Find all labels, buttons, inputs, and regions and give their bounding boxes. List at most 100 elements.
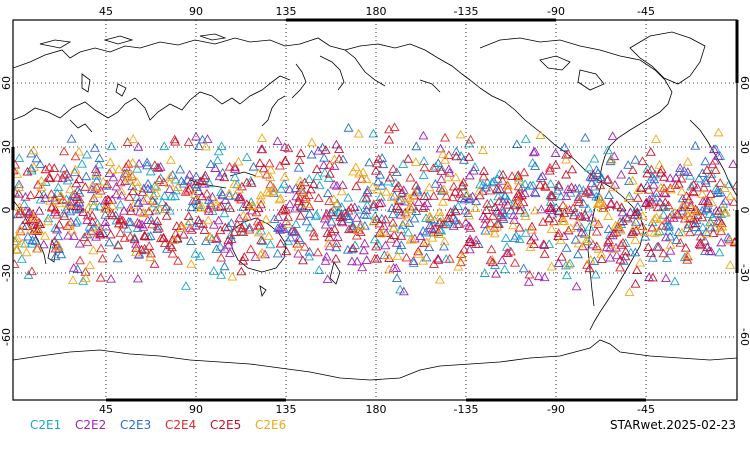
lon-label-top: 135 bbox=[276, 5, 297, 18]
observation-marker bbox=[509, 233, 520, 242]
observation-marker bbox=[589, 256, 600, 265]
observation-marker bbox=[223, 239, 234, 249]
bottom-longitude-labels: 45 90 135 180 -135 -90 -45 bbox=[99, 403, 655, 416]
observation-marker bbox=[720, 195, 731, 205]
observation-marker bbox=[714, 247, 725, 257]
observation-marker bbox=[585, 171, 596, 181]
observation-marker bbox=[280, 155, 291, 165]
observation-marker bbox=[465, 234, 475, 244]
observation-marker bbox=[215, 241, 226, 251]
observation-marker bbox=[443, 150, 454, 160]
observation-marker bbox=[197, 134, 208, 144]
observation-marker bbox=[499, 264, 510, 274]
observation-marker bbox=[465, 237, 476, 247]
observation-marker bbox=[715, 178, 726, 187]
observation-marker bbox=[145, 248, 156, 258]
observation-marker bbox=[28, 145, 39, 155]
observation-marker bbox=[164, 184, 175, 194]
observation-marker bbox=[13, 188, 24, 198]
observation-marker bbox=[519, 207, 530, 217]
observation-marker bbox=[294, 235, 305, 245]
legend-item-c2e4: C2E4 bbox=[165, 418, 196, 432]
observation-marker bbox=[330, 253, 341, 263]
observation-marker bbox=[602, 175, 613, 184]
observation-marker bbox=[295, 176, 306, 185]
observation-marker bbox=[571, 281, 582, 291]
observation-marker bbox=[352, 256, 363, 266]
observation-marker bbox=[677, 205, 688, 215]
observation-marker bbox=[281, 246, 292, 256]
observation-marker bbox=[356, 173, 367, 183]
observation-marker bbox=[563, 184, 573, 194]
observation-marker bbox=[183, 211, 194, 221]
lon-label-bottom: 180 bbox=[366, 403, 387, 416]
observation-marker bbox=[53, 241, 64, 251]
observation-marker bbox=[673, 178, 684, 188]
observation-marker bbox=[702, 242, 713, 252]
observation-marker bbox=[199, 225, 210, 234]
observation-marker bbox=[692, 182, 703, 192]
observation-marker bbox=[450, 206, 461, 216]
observation-marker bbox=[214, 202, 225, 211]
observation-marker bbox=[27, 209, 38, 218]
observation-marker bbox=[570, 234, 581, 244]
observation-marker bbox=[324, 159, 335, 169]
observation-marker bbox=[378, 221, 389, 230]
observation-marker bbox=[275, 193, 286, 203]
observation-marker bbox=[647, 222, 658, 232]
lat-label-left: -60 bbox=[0, 328, 13, 346]
observation-marker bbox=[632, 193, 643, 202]
observation-marker bbox=[685, 200, 696, 209]
observation-marker bbox=[596, 172, 607, 182]
observation-marker bbox=[535, 130, 546, 139]
observation-marker bbox=[88, 200, 99, 210]
observation-marker bbox=[497, 175, 508, 185]
observation-marker bbox=[358, 193, 369, 203]
observation-marker bbox=[102, 194, 113, 204]
observation-marker bbox=[607, 230, 618, 240]
observation-marker bbox=[371, 158, 382, 168]
observation-marker bbox=[602, 237, 613, 247]
observation-marker bbox=[331, 139, 342, 149]
observation-marker bbox=[376, 180, 387, 190]
observation-marker bbox=[81, 171, 92, 181]
observation-marker bbox=[547, 191, 558, 201]
observation-marker bbox=[419, 191, 430, 200]
observation-marker bbox=[319, 152, 330, 162]
observation-marker bbox=[630, 278, 641, 288]
observation-marker bbox=[690, 218, 701, 227]
observation-marker bbox=[297, 255, 308, 265]
observation-marker bbox=[420, 227, 431, 237]
observation-marker bbox=[463, 152, 474, 161]
observation-marker bbox=[434, 207, 445, 216]
observation-marker bbox=[525, 180, 536, 190]
observation-marker bbox=[569, 207, 580, 217]
observation-marker bbox=[236, 194, 247, 204]
observation-marker bbox=[200, 170, 211, 180]
observation-marker bbox=[660, 197, 671, 207]
observation-marker bbox=[453, 261, 464, 271]
observation-marker bbox=[500, 233, 511, 242]
observation-marker bbox=[67, 190, 78, 200]
observation-marker bbox=[424, 211, 435, 220]
observation-marker bbox=[469, 162, 480, 171]
observation-marker bbox=[103, 195, 114, 205]
observation-marker bbox=[563, 259, 574, 269]
observation-marker bbox=[90, 164, 101, 174]
observation-marker bbox=[561, 154, 572, 164]
observation-marker bbox=[70, 217, 81, 227]
observation-marker bbox=[312, 247, 323, 257]
lon-label-top: 90 bbox=[189, 5, 203, 18]
observation-marker bbox=[658, 248, 669, 258]
observation-marker bbox=[376, 197, 387, 207]
observation-marker bbox=[552, 185, 563, 195]
observation-marker bbox=[170, 191, 181, 201]
observation-marker bbox=[409, 187, 420, 197]
observation-marker bbox=[669, 276, 680, 286]
observation-marker bbox=[654, 226, 665, 236]
observation-marker bbox=[559, 142, 570, 152]
observation-marker bbox=[708, 144, 719, 154]
observation-marker bbox=[695, 237, 706, 247]
observation-marker bbox=[396, 188, 407, 198]
observation-marker bbox=[213, 146, 224, 156]
